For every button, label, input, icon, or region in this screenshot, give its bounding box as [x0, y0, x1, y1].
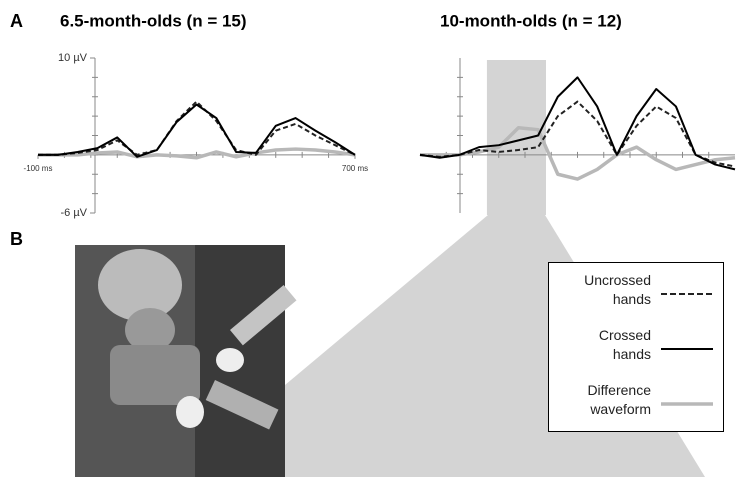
x-tick-label: 700 ms [342, 164, 368, 173]
plot [38, 58, 355, 213]
panel-label: A [10, 11, 23, 31]
chart-title: 6.5-month-olds (n = 15) [60, 11, 247, 30]
y-tick-label: -6 µV [60, 207, 87, 219]
plot [420, 58, 735, 215]
legend-swatch [657, 399, 717, 409]
legend-swatch [657, 289, 717, 299]
chart-title: 10-month-olds (n = 12) [440, 11, 622, 30]
highlight-window [487, 60, 546, 215]
waveform [38, 102, 355, 155]
panel-label: B [10, 229, 23, 249]
legend-swatch [657, 344, 717, 354]
legend-entry: Uncrossed hands [549, 267, 725, 319]
legend-label: Crossed hands [561, 326, 651, 364]
legend-label: Uncrossed hands [561, 271, 651, 309]
legend-entry: Crossed hands [549, 322, 725, 374]
legend-label: Difference waveform [561, 381, 651, 419]
photo [75, 245, 296, 477]
x-tick-label: -100 ms [24, 164, 53, 173]
legend: Uncrossed hands Crossed hands Difference w… [548, 262, 724, 432]
legend-entry: Difference waveform [549, 377, 725, 429]
y-tick-label: 10 µV [58, 52, 88, 64]
figure: B A 6.5-month-olds (n = 15) 10 µV -6 µV -100… [0, 0, 736, 477]
